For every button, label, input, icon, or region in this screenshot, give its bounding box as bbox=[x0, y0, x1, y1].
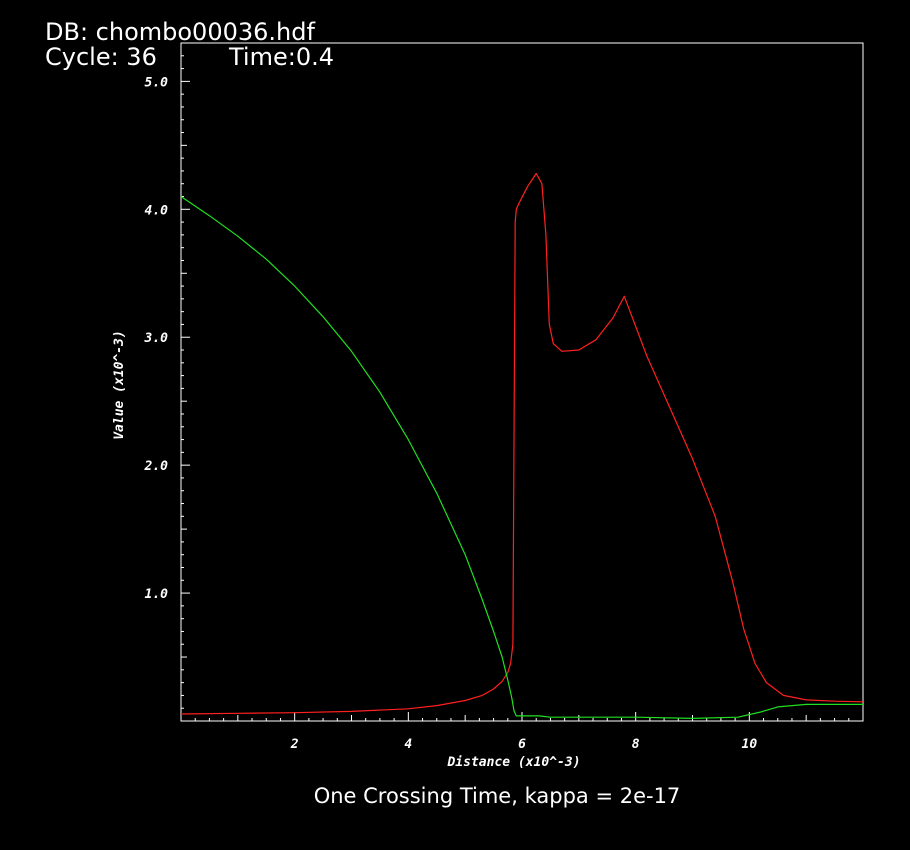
x-tick-label: 2 bbox=[290, 737, 299, 752]
series-line-green bbox=[180, 196, 863, 720]
y-tick-label: 4.0 bbox=[145, 203, 169, 218]
x-axis-label: Distance (x10^-3) bbox=[446, 755, 580, 770]
tick-labels: 2 4 6 8 10 1.0 2.0 3.0 4.0 5.0 bbox=[144, 75, 758, 752]
cycle-label: Cycle: 36 bbox=[45, 43, 157, 71]
x-tick-label: 8 bbox=[632, 737, 640, 752]
x-tick-label: 4 bbox=[404, 737, 412, 752]
plot-frame bbox=[180, 42, 864, 722]
db-filename-label: DB: chombo00036.hdf bbox=[45, 18, 315, 46]
y-tick-label: 2.0 bbox=[144, 459, 169, 474]
axis-ticks bbox=[181, 55, 850, 721]
y-tick-label: 3.0 bbox=[144, 331, 169, 346]
time-label: Time:0.4 bbox=[229, 43, 334, 71]
x-tick-label: 10 bbox=[742, 737, 758, 752]
y-tick-label: 5.0 bbox=[145, 75, 169, 90]
series-group bbox=[180, 172, 864, 720]
chart-caption: One Crossing Time, kappa = 2e-17 bbox=[314, 784, 681, 808]
y-tick-label: 1.0 bbox=[145, 587, 169, 602]
y-axis-label: Value (x10^-3) bbox=[112, 330, 127, 440]
series-line-red bbox=[180, 172, 864, 715]
x-tick-label: 6 bbox=[518, 737, 526, 752]
